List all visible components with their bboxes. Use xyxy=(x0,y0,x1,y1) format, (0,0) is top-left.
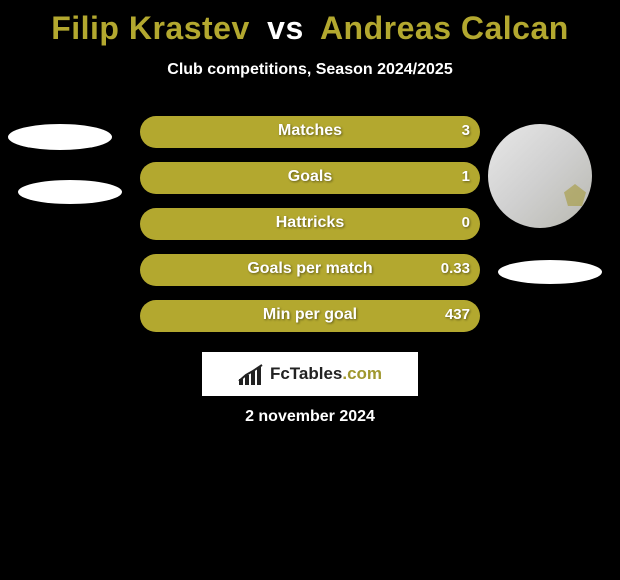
stat-label: Goals per match xyxy=(140,260,480,278)
player-a-name: Filip Krastev xyxy=(51,10,250,46)
stat-bar: Hattricks0 xyxy=(140,208,480,240)
fctables-logo: FcTables.com xyxy=(202,352,418,396)
stat-label: Min per goal xyxy=(140,306,480,324)
stat-bars: Matches3Goals1Hattricks0Goals per match0… xyxy=(140,116,480,346)
vs-label: vs xyxy=(267,10,304,46)
logo-part-c: .com xyxy=(342,364,382,383)
right-accent-oval xyxy=(498,260,602,284)
stat-bar: Goals1 xyxy=(140,162,480,194)
left-accent-oval xyxy=(18,180,122,204)
stat-bar: Min per goal437 xyxy=(140,300,480,332)
logo-chart-icon xyxy=(238,363,264,385)
stat-value: 0 xyxy=(462,214,470,231)
stat-label: Matches xyxy=(140,122,480,140)
logo-part-a: Fc xyxy=(270,364,290,383)
page-title: Filip Krastev vs Andreas Calcan xyxy=(0,0,620,47)
player-b-photo xyxy=(488,124,592,228)
stat-label: Goals xyxy=(140,168,480,186)
stat-value: 1 xyxy=(462,168,470,185)
stat-bar: Matches3 xyxy=(140,116,480,148)
subtitle: Club competitions, Season 2024/2025 xyxy=(0,61,620,79)
stat-value: 3 xyxy=(462,122,470,139)
stat-bar: Goals per match0.33 xyxy=(140,254,480,286)
stat-label: Hattricks xyxy=(140,214,480,232)
logo-text: FcTables.com xyxy=(270,364,382,384)
snapshot-date: 2 november 2024 xyxy=(0,408,620,426)
stat-value: 0.33 xyxy=(441,260,470,277)
player-b-name: Andreas Calcan xyxy=(320,10,569,46)
left-accent-oval xyxy=(8,124,112,150)
stat-value: 437 xyxy=(445,306,470,323)
logo-part-b: Tables xyxy=(290,364,343,383)
